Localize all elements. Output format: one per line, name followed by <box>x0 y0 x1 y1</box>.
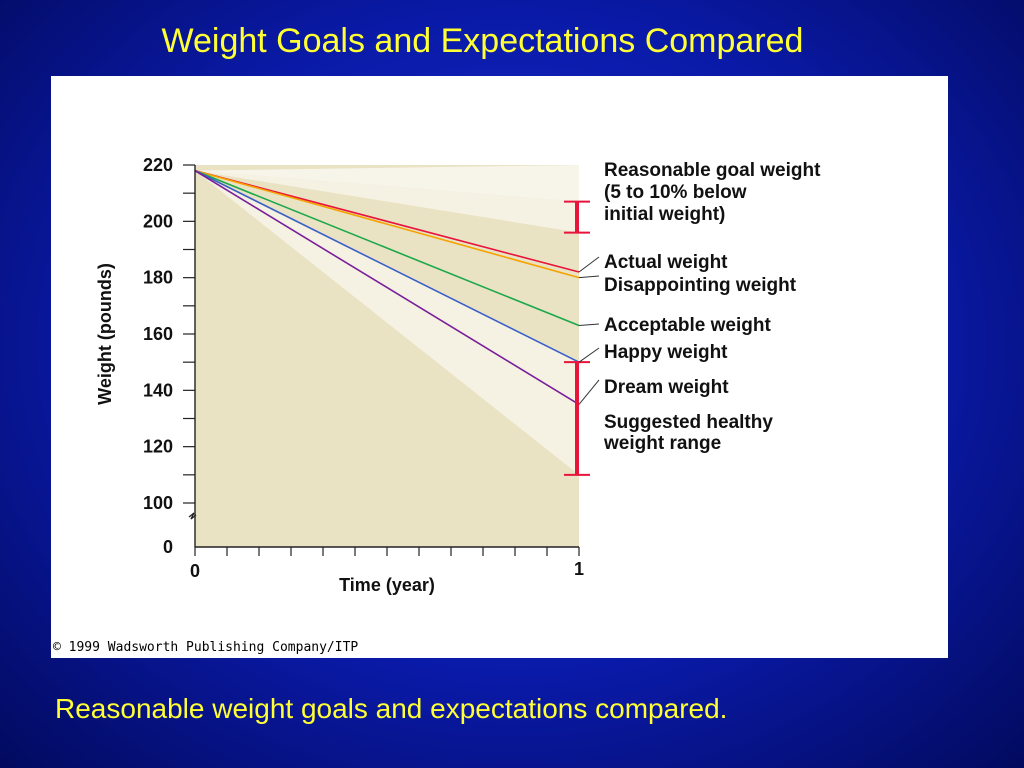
legend-label-healthy1: Suggested healthy <box>604 412 773 433</box>
series-line-3 <box>194 169 580 327</box>
legend-label-disappointing: Disappointing weight <box>604 275 797 296</box>
leader-line <box>578 275 600 279</box>
y-tick-label: 180 <box>143 268 173 288</box>
y-axis-title: Weight (pounds) <box>95 263 115 405</box>
legend-label-dream: Dream weight <box>604 377 729 398</box>
y-tick-label: 160 <box>143 324 173 344</box>
legend-label-acceptable: Acceptable weight <box>604 315 771 336</box>
x-axis-title: Time (year) <box>339 575 435 595</box>
slide-title: Weight Goals and Expectations Compared <box>161 22 804 60</box>
x-tick-label-0: 0 <box>190 561 200 581</box>
shaded-band-upper <box>195 165 579 202</box>
series-line-4 <box>194 169 580 363</box>
y-tick-label: 120 <box>143 437 173 457</box>
leader-line <box>578 256 600 273</box>
slide-caption: Reasonable weight goals and expectations… <box>55 693 728 724</box>
legend-label-goal1: Reasonable goal weight <box>604 160 821 181</box>
series-line-5 <box>194 169 580 406</box>
legend-label-goal3: initial weight) <box>604 204 725 225</box>
legend-label-goal2: (5 to 10% below <box>604 182 747 203</box>
series-line-2 <box>194 169 580 279</box>
shaded-band-1 <box>195 170 579 233</box>
figure-panel: 220 200 180 160 140 120 100 0 0 1 Time (year) Weigh… <box>51 76 948 658</box>
y-tick-label: 100 <box>143 493 173 513</box>
y-tick-label: 0 <box>163 537 173 557</box>
y-tick-label: 200 <box>143 211 173 231</box>
weight-chart: 220 200 180 160 140 120 100 00 1 Time (year) Weigh… <box>95 155 821 595</box>
shaded-band-2 <box>195 170 579 475</box>
x-tick-label-1: 1 <box>574 559 584 579</box>
leader-line <box>578 323 600 327</box>
leader-line <box>578 379 600 405</box>
axis-break <box>188 512 197 520</box>
leader-line <box>578 347 600 363</box>
copyright-credit: © 1999 Wadsworth Publishing Company/ITP <box>53 640 359 655</box>
legend-label-happy: Happy weight <box>604 342 728 363</box>
legend-label-actual: Actual weight <box>604 252 728 273</box>
y-tick-label: 140 <box>143 380 173 400</box>
y-tick-label: 220 <box>143 155 173 175</box>
series-line-1 <box>194 169 580 273</box>
legend-label-healthy2: weight range <box>603 433 721 454</box>
